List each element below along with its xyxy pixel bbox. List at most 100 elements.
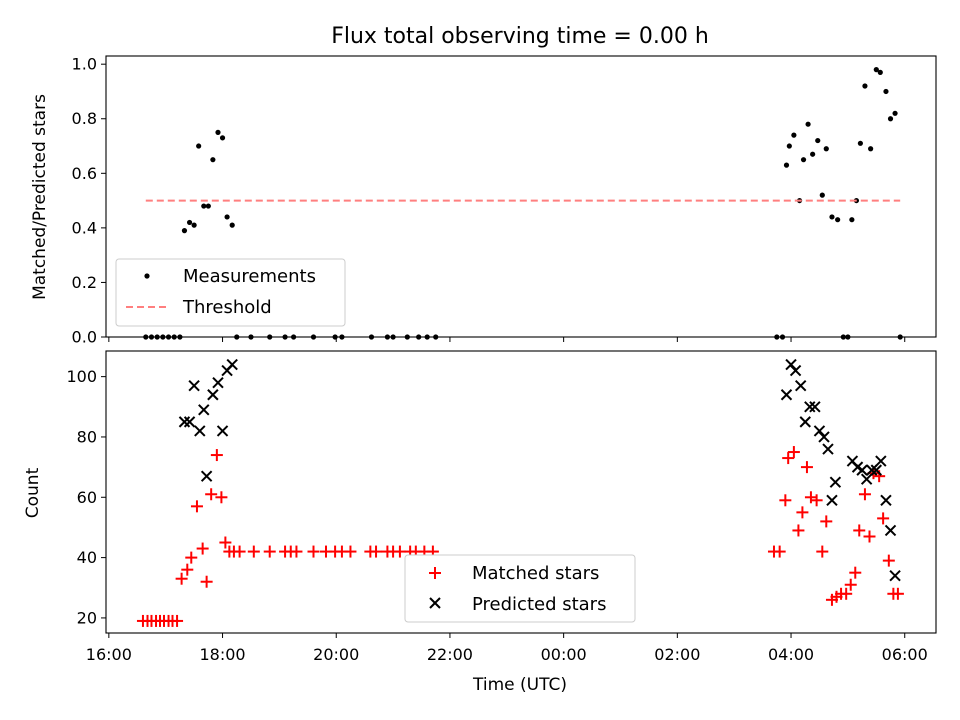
matched-stars-point [853, 524, 866, 537]
measurements-point [819, 192, 825, 198]
measurements-point [805, 121, 811, 127]
x-tick-label: 02:00 [654, 645, 700, 664]
measurements-point [186, 219, 193, 226]
predicted-stars-point [809, 401, 821, 413]
count-y-ticks: 20 40 60 80 100 [66, 367, 106, 627]
matched-stars-point [263, 545, 276, 558]
predicted-stars-point [216, 425, 229, 437]
x-tick-label: 22:00 [427, 645, 473, 664]
x-tick-label: 00:00 [541, 645, 587, 664]
predicted-stars-point [198, 404, 210, 416]
predicted-stars-point [829, 476, 842, 488]
measurements-point [210, 157, 216, 163]
count-axes-frame [105, 350, 937, 634]
legend-matched-marker [429, 567, 441, 579]
measurements-point [143, 334, 149, 340]
measurements-point [783, 162, 790, 168]
ratio-y-tick-label: 0.6 [72, 164, 97, 183]
matched-stars-point [210, 449, 223, 462]
matched-stars-point [185, 551, 198, 564]
predicted-stars-point [785, 358, 797, 371]
matched-stars-point [247, 545, 260, 558]
x-tick-label: 16:00 [86, 645, 132, 664]
measurements-point [892, 110, 898, 116]
matched-stars-point [205, 488, 218, 501]
predicted-stars-point [207, 389, 219, 401]
legend-measurements-marker [144, 273, 150, 279]
measurements-point [215, 129, 221, 135]
predicted-stars-point [212, 376, 224, 389]
measurements-point [368, 334, 375, 340]
matched-stars-point [810, 494, 823, 507]
matched-stars-point [290, 545, 303, 558]
measurements-point [191, 222, 197, 228]
measurements-point [887, 116, 894, 122]
ratio-y-ticks: 0.0 0.2 0.4 0.6 0.8 1.0 [72, 55, 106, 347]
measurements-point [282, 334, 288, 340]
matched-stars-point [816, 545, 829, 558]
predicted-stars-point [183, 416, 196, 428]
measurements-point [177, 334, 183, 340]
count-y-tick-label: 60 [77, 488, 97, 507]
ratio-legend: Measurements Threshold [115, 258, 346, 327]
count-legend-box [404, 554, 636, 623]
measurements-point [774, 334, 780, 340]
measurements-point [857, 140, 863, 146]
matched-stars-point [844, 578, 857, 591]
measurements-point [248, 334, 254, 340]
measurements-point [310, 334, 317, 340]
legend-threshold-label: Threshold [182, 297, 272, 318]
measurements-point [791, 132, 797, 138]
ratio-panel: 0.0 0.2 0.4 0.6 0.8 1.0 Matched/Predicted sta… [30, 55, 937, 347]
measurements-point [800, 157, 807, 163]
measurements-point [196, 143, 202, 149]
measurements-point [384, 334, 391, 340]
matched-stars-point [393, 545, 406, 558]
matched-stars-point [370, 545, 383, 558]
matched-stars-point [175, 572, 188, 585]
matched-stars-point [171, 614, 184, 627]
matched-stars-point [233, 545, 246, 558]
measurements-point [148, 334, 155, 340]
predicted-stars-point [822, 443, 834, 455]
ratio-y-tick-label: 0.4 [72, 218, 97, 237]
measurements-point [267, 334, 273, 340]
legend-measurements-label: Measurements [183, 266, 316, 287]
measurements-point [823, 146, 829, 152]
matched-stars-point [181, 563, 194, 576]
matched-stars-point [804, 491, 817, 504]
count-plot-area [136, 358, 904, 627]
predicted-stars-point [804, 401, 816, 413]
predicted-stars-point [794, 379, 807, 392]
count-y-tick-label: 100 [66, 367, 97, 386]
measurements-point [873, 67, 879, 73]
predicted-stars-point [799, 416, 811, 428]
predicted-stars-point [178, 416, 191, 428]
measurements-point [845, 334, 851, 340]
predicted-stars-point [813, 425, 826, 437]
measurements-point [433, 334, 439, 340]
measurements-point [840, 334, 846, 340]
ratio-y-tick-label: 1.0 [72, 55, 97, 74]
predicted-stars-point [826, 494, 838, 507]
x-tick-label: 18:00 [199, 645, 245, 664]
measurements-point [424, 334, 430, 340]
matched-stars-point [820, 515, 833, 528]
ratio-legend-box [115, 258, 346, 327]
count-y-tick-label: 20 [77, 608, 97, 627]
matched-stars-point [344, 545, 357, 558]
measurements-point [883, 88, 889, 95]
measurements-point [897, 334, 903, 340]
measurements-point [171, 334, 177, 340]
matched-stars-point [891, 587, 904, 600]
predicted-stars-point [870, 464, 883, 476]
count-y-axis-label: Count [23, 467, 43, 518]
measurements-point [154, 334, 160, 340]
measurements-point [181, 228, 188, 234]
ratio-y-axis-label: Matched/Predicted stars [30, 94, 50, 300]
matched-stars-point [849, 566, 862, 579]
predicted-stars-point [875, 455, 887, 467]
matched-stars-point [200, 575, 213, 588]
predicted-stars-point [818, 431, 830, 443]
